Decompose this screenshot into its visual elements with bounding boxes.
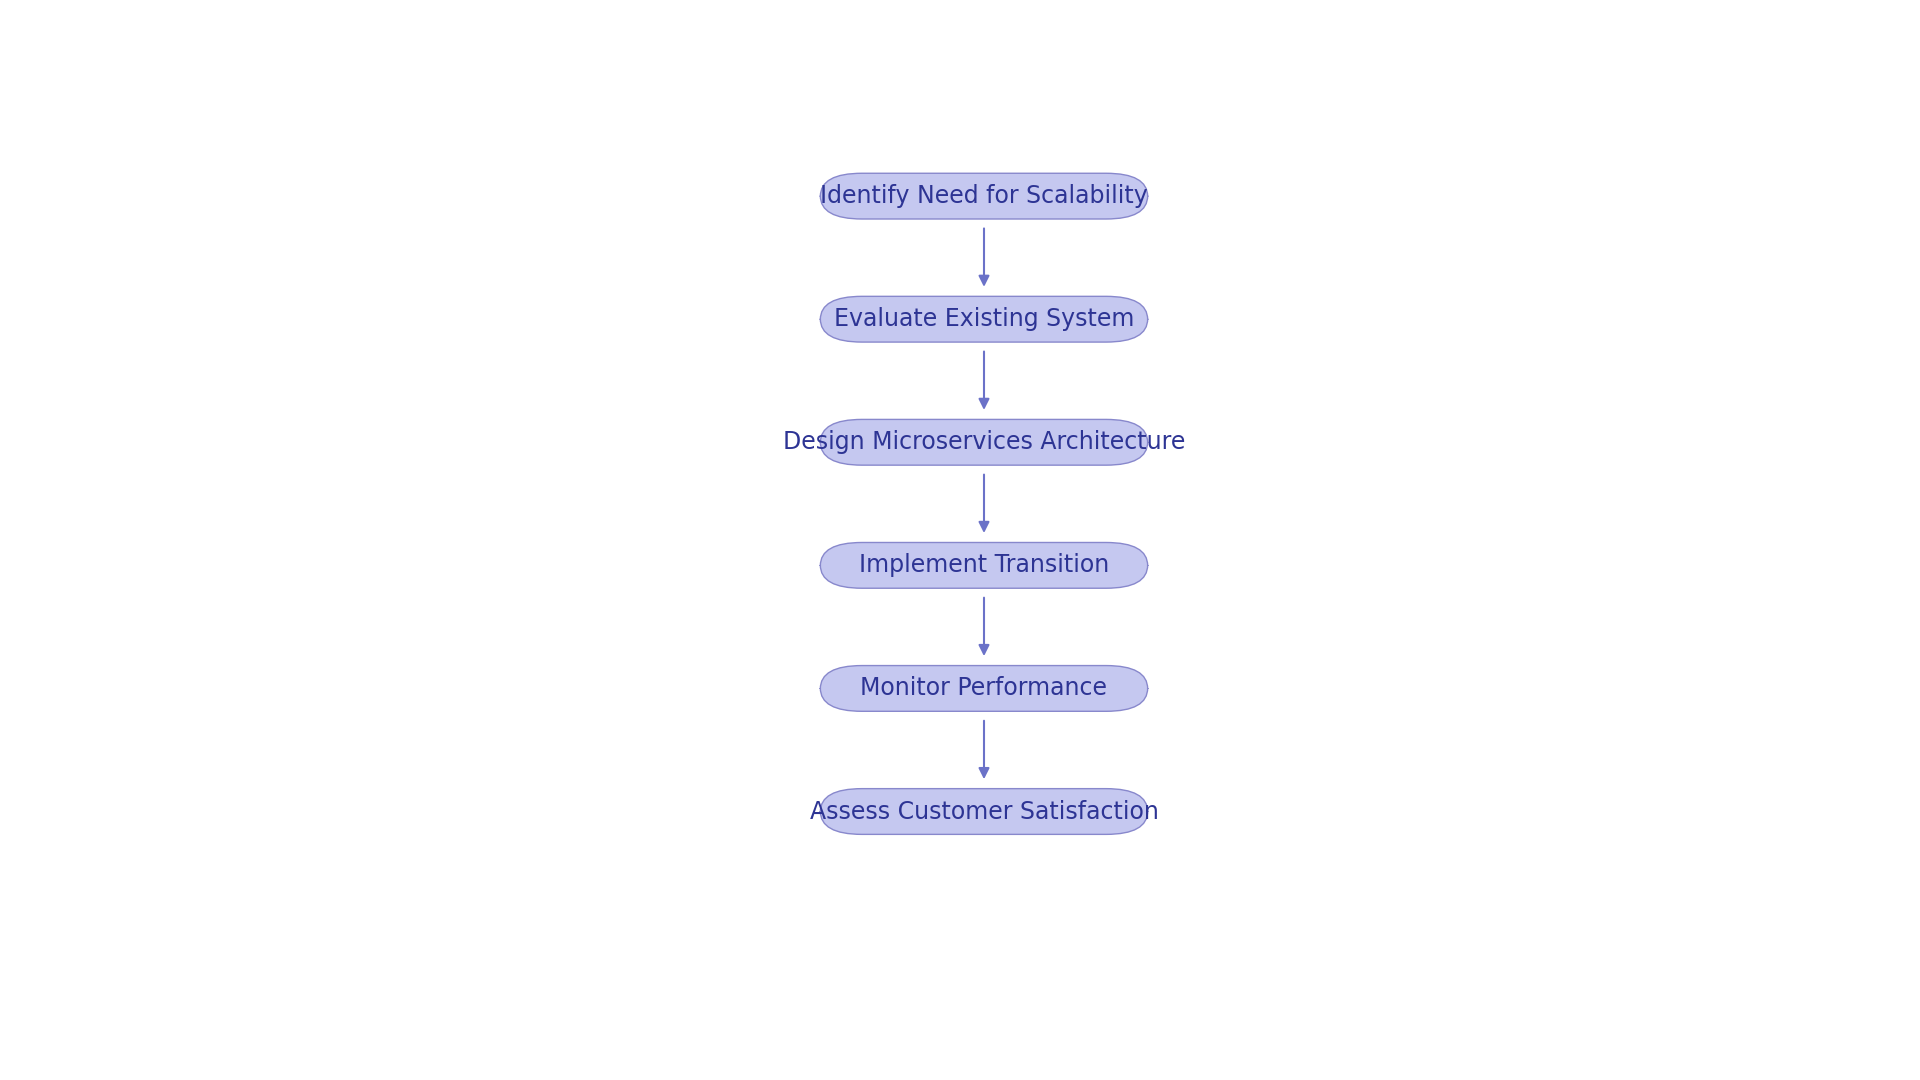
Text: Assess Customer Satisfaction: Assess Customer Satisfaction	[810, 799, 1158, 824]
Text: Monitor Performance: Monitor Performance	[860, 676, 1108, 701]
Text: Identify Need for Scalability: Identify Need for Scalability	[820, 184, 1148, 208]
FancyBboxPatch shape	[820, 419, 1148, 465]
Text: Evaluate Existing System: Evaluate Existing System	[833, 307, 1135, 332]
FancyBboxPatch shape	[820, 296, 1148, 342]
Text: Implement Transition: Implement Transition	[858, 553, 1110, 578]
FancyBboxPatch shape	[820, 788, 1148, 835]
FancyBboxPatch shape	[820, 542, 1148, 589]
FancyBboxPatch shape	[820, 665, 1148, 712]
FancyBboxPatch shape	[820, 173, 1148, 219]
Text: Design Microservices Architecture: Design Microservices Architecture	[783, 430, 1185, 455]
